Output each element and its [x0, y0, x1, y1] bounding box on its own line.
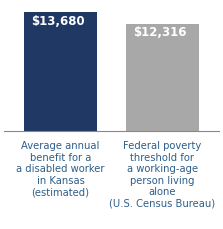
Bar: [24, 12, 97, 131]
Bar: [126, 24, 199, 131]
Text: $13,680: $13,680: [31, 15, 85, 27]
Text: $12,316: $12,316: [133, 26, 186, 39]
